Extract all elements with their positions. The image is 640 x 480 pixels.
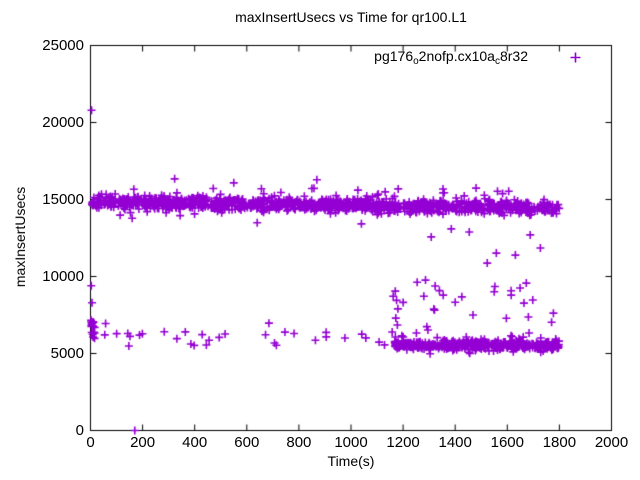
x-tick-label-400: 400 [182, 434, 208, 451]
x-tick-label-1800: 1800 [542, 434, 577, 451]
x-tick-label-600: 600 [234, 434, 260, 451]
y-tick-label-15000: 15000 [42, 190, 84, 208]
legend-label-part: c [494, 56, 500, 67]
x-tick-label-800: 800 [286, 434, 312, 451]
y-tick-label-0: 0 [75, 421, 84, 439]
y-tick-label-5000: 5000 [50, 344, 84, 362]
legend-label-part: pg176 [374, 48, 414, 64]
legend-label-part: 2nofp.cx10a [418, 48, 495, 64]
x-tick-label-1000: 1000 [334, 434, 368, 451]
legend-label: pg176o2nofp.cx10ac8r32 [374, 48, 528, 67]
legend-label-part: o [413, 56, 419, 67]
y-tick-label-20000: 20000 [42, 113, 84, 131]
y-tick-label-25000: 25000 [42, 36, 84, 54]
x-tick-label-2000: 2000 [594, 434, 629, 451]
legend-marker-plus-icon [570, 52, 581, 63]
x-tick-label-1400: 1400 [438, 434, 472, 451]
x-axis-label: Time(s) [327, 453, 375, 469]
x-tick-label-1200: 1200 [386, 434, 420, 451]
chart-title: maxInsertUsecs vs Time for qr100.L1 [235, 9, 467, 25]
x-tick-label-1600: 1600 [490, 434, 524, 451]
x-tick-label-200: 200 [130, 434, 156, 451]
y-tick-label-10000: 10000 [42, 267, 84, 285]
x-tick-label-0: 0 [86, 434, 95, 451]
legend-label-part: 8r32 [499, 48, 528, 64]
